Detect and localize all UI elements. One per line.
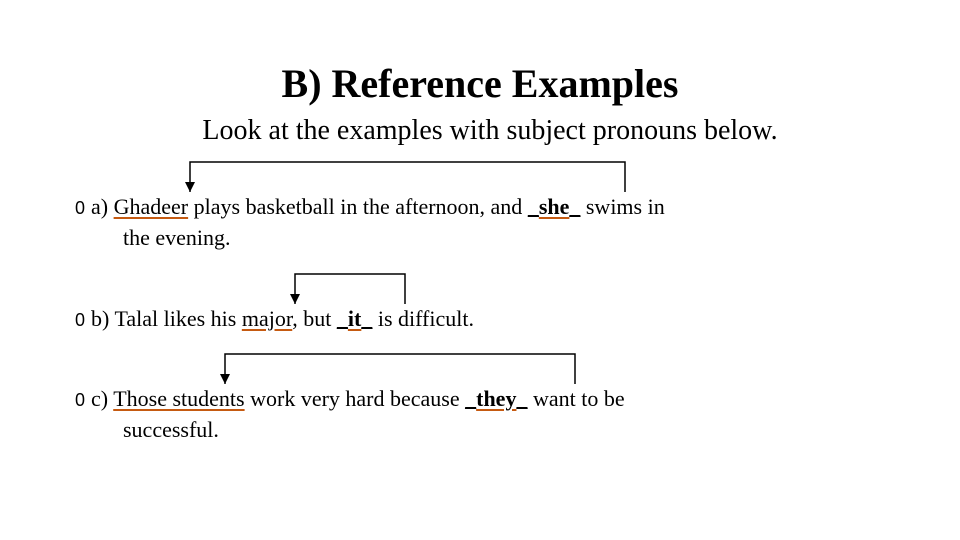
example-b-label: b) Talal likes his [91,306,242,331]
slide-container: B) Reference Examples Look at the exampl… [0,0,960,446]
example-c-label: c) [91,386,113,411]
example-c-antecedent: Those students [113,386,244,411]
example-b-mid: , but [292,306,337,331]
examples-list: 0 a) Ghadeer plays basketball in the afte… [70,192,890,446]
blank: _ [569,194,580,219]
example-a: 0 a) Ghadeer plays basketball in the afte… [75,192,890,254]
blank: _ [337,306,348,331]
example-a-tail: swims in [580,194,664,219]
blank: _ [516,386,527,411]
example-c-pronoun: they [476,386,516,411]
example-a-pronoun: she [539,194,570,219]
example-c-tail: want to be [527,386,624,411]
example-b-tail: is difficult. [372,306,474,331]
arrow-c [215,344,585,386]
example-a-mid: plays basketball in the afternoon, and [188,194,528,219]
bullet-icon: 0 [75,310,85,330]
example-a-line2: the evening. [123,225,231,250]
blank: _ [528,194,539,219]
arrow-b [285,264,415,306]
arrow-a [180,152,635,194]
example-a-label: a) [91,194,114,219]
bullet-icon: 0 [75,198,85,218]
bullet-icon: 0 [75,390,85,410]
example-b-antecedent: major [242,306,292,331]
section-subtitle: Look at the examples with subject pronou… [70,115,890,147]
blank: _ [465,386,476,411]
example-c: 0 c) Those students work very hard becaus… [75,384,890,446]
example-b: 0 b) Talal likes his major, but _it_ is d… [75,304,890,335]
blank: _ [361,306,372,331]
example-b-pronoun: it [348,306,361,331]
example-a-antecedent: Ghadeer [114,194,189,219]
section-title: B) Reference Examples [70,60,890,107]
example-c-line2: successful. [123,417,219,442]
example-c-mid: work very hard because [245,386,466,411]
